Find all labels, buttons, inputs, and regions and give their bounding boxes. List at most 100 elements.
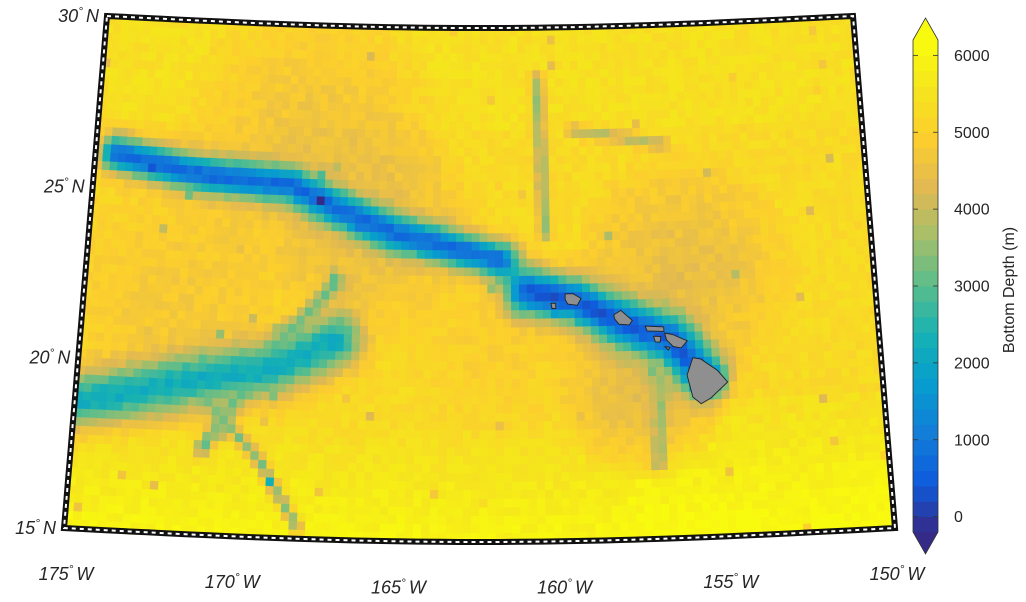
depth-cell [807, 343, 817, 353]
depth-cell [550, 284, 560, 294]
depth-cell [146, 403, 157, 414]
depth-cell [106, 195, 116, 206]
depth-cell [448, 139, 458, 149]
depth-cell [626, 179, 635, 189]
depth-cell [191, 199, 201, 210]
depth-cell [286, 169, 296, 180]
depth-cell [417, 224, 426, 234]
depth-cell [377, 240, 387, 251]
depth-cell [673, 400, 683, 411]
depth-cell [502, 70, 511, 80]
depth-cell [764, 302, 774, 313]
depth-cell [328, 76, 337, 87]
depth-cell [479, 318, 489, 329]
depth-cell [694, 159, 704, 170]
depth-cell [531, 35, 541, 46]
depth-cell [415, 327, 425, 337]
depth-cell [247, 39, 256, 50]
depth-cell [124, 368, 135, 378]
depth-cell [185, 431, 196, 441]
depth-cell [185, 302, 195, 313]
depth-cell [721, 81, 731, 92]
depth-cell [812, 85, 822, 96]
depth-cell [464, 36, 473, 46]
depth-cell [374, 369, 384, 379]
depth-cell [389, 429, 399, 439]
depth-cell [446, 413, 456, 423]
depth-cell [764, 293, 774, 304]
depth-cell [145, 197, 155, 208]
depth-cell [832, 144, 842, 155]
depth-cell [502, 173, 512, 183]
depth-cell [540, 121, 549, 131]
depth-cell [832, 247, 842, 258]
depth-cell [287, 349, 297, 360]
depth-cell [639, 110, 648, 120]
depth-cell [440, 267, 449, 277]
depth-cell [479, 53, 488, 63]
depth-cell [701, 133, 710, 144]
depth-cell [731, 269, 741, 280]
depth-cell [702, 168, 712, 178]
depth-cell [678, 134, 688, 145]
depth-cell [788, 172, 798, 183]
depth-cell [778, 27, 788, 38]
depth-cell [786, 147, 796, 157]
depth-cell [202, 28, 212, 39]
depth-cell [785, 258, 795, 269]
depth-cell [227, 407, 238, 417]
depth-cell [735, 192, 744, 203]
depth-cell [755, 422, 765, 433]
depth-cell [620, 239, 629, 250]
depth-cell [430, 438, 440, 448]
depth-cell [594, 128, 603, 139]
depth-cell [611, 197, 620, 207]
depth-cell [366, 60, 376, 71]
depth-cell [849, 375, 860, 385]
depth-cell [825, 153, 835, 164]
depth-cell [727, 355, 737, 366]
depth-cell [349, 402, 359, 413]
depth-cell [603, 214, 613, 224]
depth-cell [149, 360, 159, 371]
depth-cell [542, 267, 551, 277]
depth-cell [382, 360, 392, 371]
depth-cell [638, 84, 647, 95]
depth-cell [433, 113, 443, 123]
depth-cell [740, 295, 750, 305]
depth-cell [658, 444, 668, 454]
depth-cell [519, 335, 528, 346]
depth-cell [808, 368, 819, 379]
depth-cell [690, 65, 700, 76]
depth-cell [147, 274, 157, 285]
depth-cell [599, 368, 609, 379]
depth-cell [147, 386, 158, 396]
depth-cell [336, 308, 346, 318]
depth-cell [442, 53, 451, 63]
depth-cell [565, 258, 575, 268]
depth-cell [446, 447, 456, 457]
depth-cell [729, 98, 739, 108]
depth-cell [844, 101, 854, 111]
depth-cell [261, 220, 270, 230]
depth-cell [487, 241, 496, 251]
depth-cell [343, 351, 353, 361]
depth-cell [566, 317, 576, 328]
depth-cell [682, 228, 692, 239]
depth-cell [834, 281, 845, 292]
depth-cell [414, 387, 424, 397]
depth-cell [487, 370, 497, 380]
depth-cell [582, 309, 592, 319]
depth-cell [333, 145, 343, 155]
depth-cell [319, 324, 329, 335]
depth-cell [800, 120, 809, 131]
depth-cell [585, 94, 595, 105]
depth-cell [390, 412, 400, 422]
depth-cell [297, 289, 307, 300]
depth-cell [700, 116, 710, 127]
depth-cell [157, 138, 167, 148]
depth-cell [361, 274, 370, 285]
depth-cell [249, 288, 259, 298]
depth-cell [455, 370, 464, 380]
depth-cell [826, 282, 837, 292]
